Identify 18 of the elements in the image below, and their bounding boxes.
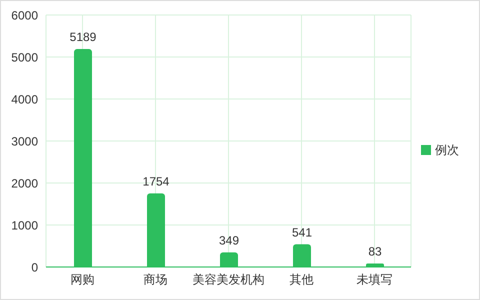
y-tick-label: 5000 — [11, 50, 38, 64]
data-label: 1754 — [142, 174, 170, 188]
data-label: 83 — [368, 244, 382, 259]
legend-label: 例次 — [435, 142, 459, 156]
x-tick-label: 其他 — [290, 272, 314, 287]
x-tick-label: 美容美发机构 — [192, 272, 264, 287]
data-label: 5189 — [70, 30, 97, 44]
y-tick-label: 1000 — [11, 218, 38, 232]
y-tick-label: 3000 — [11, 134, 38, 148]
y-tick-label: 0 — [31, 260, 38, 274]
x-tick-label: 商场 — [144, 272, 168, 287]
data-label: 349 — [218, 233, 240, 248]
y-tick-label: 6000 — [11, 8, 38, 22]
x-tick-label: 未填写 — [356, 272, 392, 287]
y-tick-label: 2000 — [11, 176, 38, 190]
y-tick-label: 4000 — [11, 92, 38, 106]
data-label: 541 — [292, 225, 312, 240]
x-tick-label: 网购 — [70, 272, 94, 287]
